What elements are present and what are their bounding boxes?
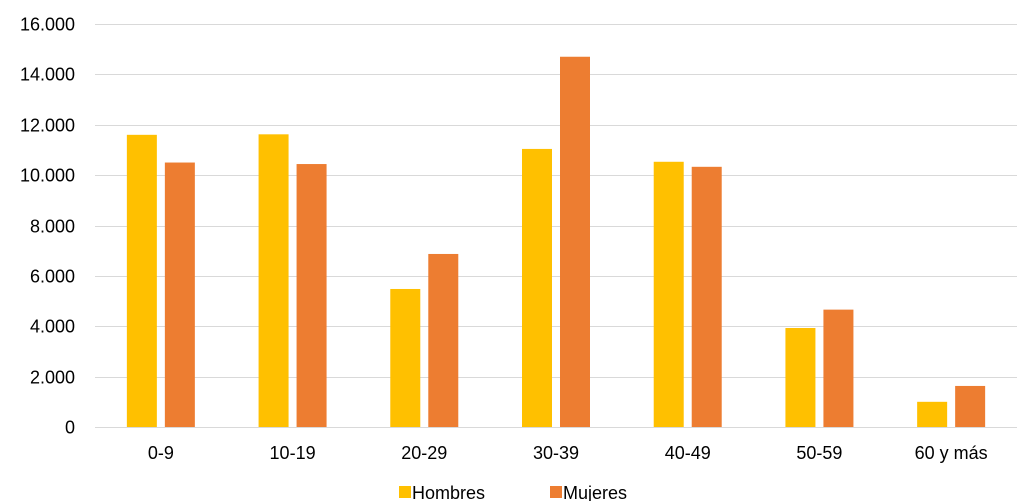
y-tick-label: 10.000 <box>20 166 75 186</box>
y-tick-label: 4.000 <box>30 317 75 337</box>
legend-item-hombres: Hombres <box>399 483 485 501</box>
bar-mujeres-50-59 <box>823 309 854 427</box>
bar-mujeres-30-39 <box>560 56 590 428</box>
bar-mujeres-10-19 <box>296 164 327 428</box>
x-tick-label: 10-19 <box>270 443 316 463</box>
legend: Hombres Mujeres <box>399 483 627 501</box>
bar-hombres-50-59 <box>785 328 816 427</box>
bar-mujeres-0-9 <box>164 162 195 427</box>
x-tick-label: 60 y más <box>915 443 988 463</box>
x-tick-label: 40-49 <box>665 443 711 463</box>
bar-mujeres-20-29 <box>428 253 459 427</box>
bar-mujeres-60-y-más <box>955 385 986 427</box>
x-tick-label: 50-59 <box>796 443 842 463</box>
bar-hombres-0-9 <box>126 134 157 427</box>
legend-item-mujeres: Mujeres <box>550 483 627 501</box>
legend-label: Hombres <box>412 483 485 501</box>
bar-hombres-20-29 <box>390 288 421 427</box>
bar-mujeres-40-49 <box>691 166 722 428</box>
legend-swatch <box>399 486 411 498</box>
y-tick-label: 16.000 <box>20 15 75 35</box>
legend-label: Mujeres <box>563 483 627 501</box>
y-tick-label: 6.000 <box>30 267 75 287</box>
bar-hombres-40-49 <box>653 161 684 427</box>
y-tick-label: 8.000 <box>30 217 75 237</box>
y-tick-label: 0 <box>65 418 75 438</box>
x-tick-label: 0-9 <box>148 443 174 463</box>
bar-hombres-30-39 <box>522 148 552 427</box>
y-tick-label: 12.000 <box>20 116 75 136</box>
bars <box>126 56 986 428</box>
bar-hombres-60-y-más <box>917 401 948 427</box>
y-axis-ticks: 0 2.000 4.000 6.000 8.000 10.000 12.000 14.000 1… <box>20 15 75 438</box>
x-tick-label: 30-39 <box>533 443 579 463</box>
gridlines <box>95 24 1017 428</box>
legend-swatch <box>550 486 562 498</box>
x-axis-ticks: 0-9 10-19 20-29 30-39 40-49 50-59 60 y más <box>148 443 988 463</box>
y-tick-label: 14.000 <box>20 65 75 85</box>
bar-hombres-10-19 <box>258 134 289 428</box>
y-tick-label: 2.000 <box>30 368 75 388</box>
x-tick-label: 20-29 <box>401 443 447 463</box>
